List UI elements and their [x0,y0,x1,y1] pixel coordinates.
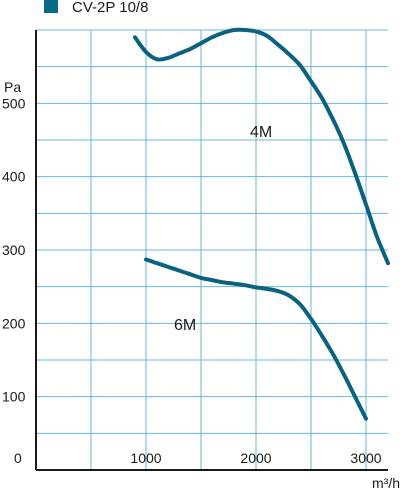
tick-labels: 1000 2000 3000 100 200 300 400 500 [2,95,382,466]
chart-title: CV-2P 10/8 [72,0,148,16]
y-tick-label: 500 [2,95,26,111]
series-line-6m [144,257,368,421]
x-tick-label: 1000 [130,450,161,466]
x-axis-label: m³/h [372,475,400,491]
y-tick-label: 400 [2,169,26,185]
series-label-4m: 4M [250,124,272,141]
x-tick-label: 2000 [240,450,271,466]
series-line-4m [133,27,390,266]
y-tick-label: 100 [2,389,26,405]
y-axis-label: Pa [4,79,21,95]
legend-marker [44,0,58,13]
origin-label: 0 [14,450,22,466]
y-tick-label: 200 [2,315,26,331]
y-tick-label: 300 [2,242,26,258]
grid [36,29,388,470]
series-label-6m: 6M [174,317,196,334]
series-lines [133,27,390,421]
x-tick-label: 3000 [350,450,381,466]
